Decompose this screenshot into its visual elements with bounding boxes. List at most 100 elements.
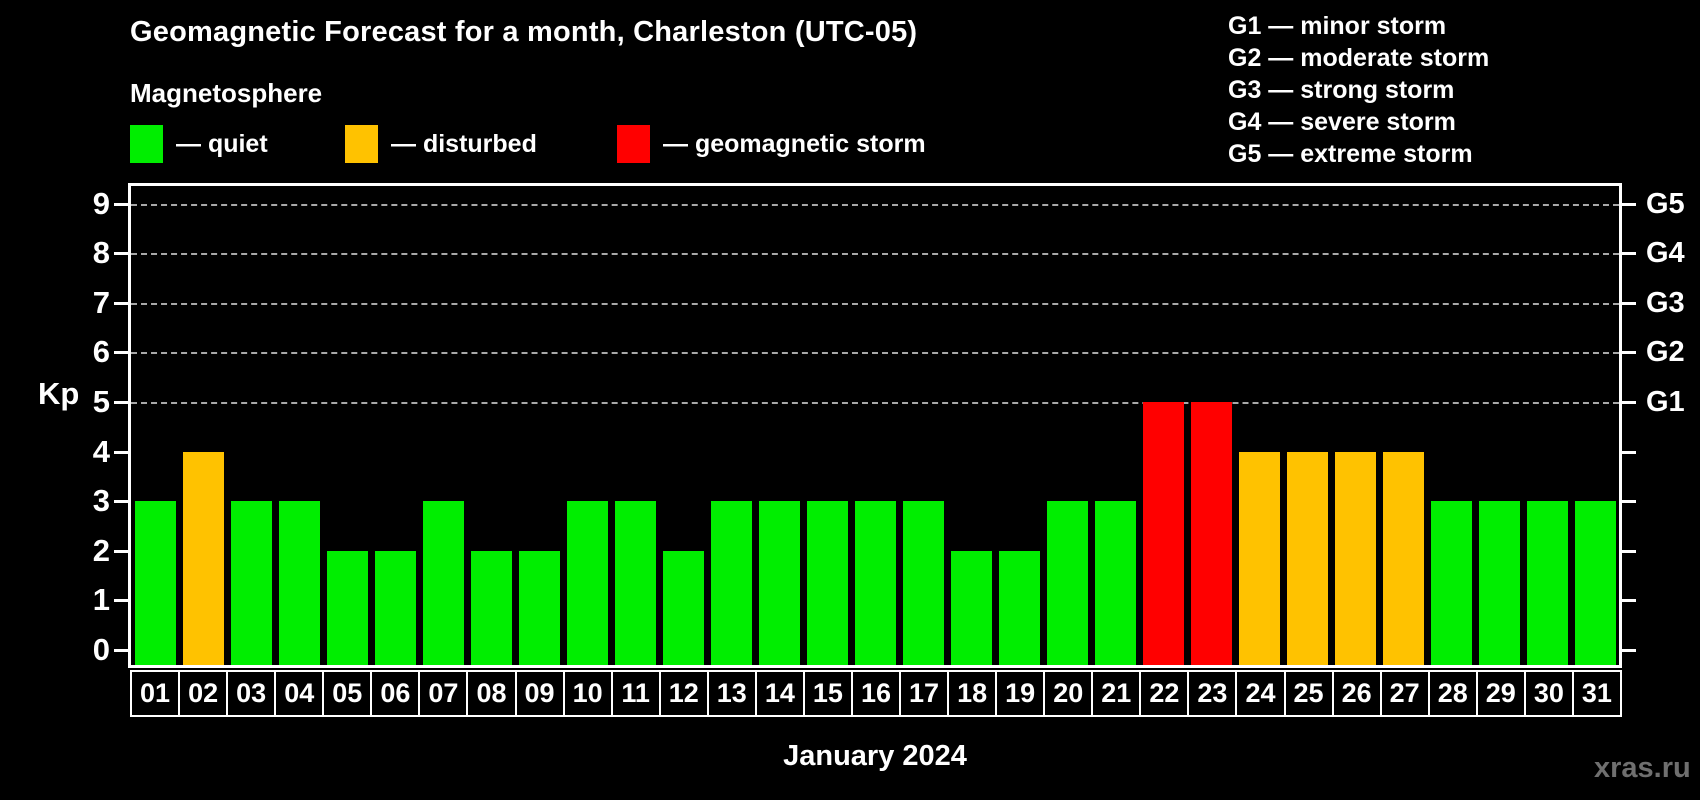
day-label-09: 09: [514, 670, 565, 717]
left-axis-tick-7: [114, 301, 128, 305]
legend-label-quiet: — quiet: [176, 129, 268, 158]
kp-bar-day-07: [422, 501, 464, 665]
left-axis-tick-5: [114, 401, 128, 404]
right-axis-label-g4: G4: [1646, 237, 1685, 270]
kp-bar-day-02: [182, 451, 224, 665]
kp-bar-day-11: [614, 501, 656, 665]
legend-item-quiet: — quiet: [130, 123, 268, 165]
day-label-06: 06: [370, 670, 421, 717]
y-axis-tick-label-6: 6: [92, 334, 110, 370]
right-axis-tick-5: [1622, 401, 1636, 404]
kp-bar-day-25: [1286, 451, 1328, 665]
day-label-03: 03: [226, 670, 277, 717]
gridline-g3: [131, 302, 1619, 305]
kp-bar-day-24: [1238, 451, 1280, 665]
kp-bar-day-31: [1574, 501, 1616, 665]
kp-bar-day-21: [1094, 501, 1136, 665]
day-label-05: 05: [322, 670, 373, 717]
day-label-12: 12: [658, 670, 709, 717]
kp-bar-day-12: [662, 550, 704, 665]
g4-legend-line: G4 — severe storm: [1228, 108, 1456, 136]
kp-bar-day-13: [710, 501, 752, 665]
g3-legend-line: G3 — strong storm: [1228, 76, 1455, 104]
right-axis-label-g5: G5: [1646, 187, 1685, 220]
right-axis-tick-0: [1622, 649, 1636, 652]
day-label-25: 25: [1283, 670, 1334, 717]
day-label-13: 13: [706, 670, 757, 717]
kp-bar-day-03: [230, 501, 272, 665]
right-axis-tick-3: [1622, 500, 1636, 504]
y-axis-tick-label-2: 2: [92, 532, 110, 568]
right-axis-tick-4: [1622, 450, 1636, 454]
storm-color-swatch: [617, 125, 650, 163]
storm-scale-legend: G1 — minor storm G2 — moderate storm G3 …: [1228, 10, 1489, 170]
left-axis-tick-3: [114, 500, 128, 504]
day-label-24: 24: [1235, 670, 1286, 717]
gridline-g4: [131, 253, 1619, 256]
left-axis-tick-6: [114, 351, 128, 355]
kp-bar-day-22: [1142, 402, 1184, 665]
g2-legend-line: G2 — moderate storm: [1228, 44, 1490, 72]
kp-bar-day-06: [374, 550, 416, 665]
day-label-04: 04: [274, 670, 325, 717]
g5-legend-line: G5 — extreme storm: [1228, 140, 1473, 168]
legend-item-storm: — geomagnetic storm: [617, 123, 926, 165]
g1-legend-line: G1 — minor storm: [1228, 12, 1447, 40]
y-axis-tick-label-9: 9: [92, 185, 110, 221]
quiet-color-swatch: [130, 125, 163, 163]
kp-bar-day-05: [326, 550, 368, 665]
kp-bar-day-15: [806, 501, 848, 665]
left-axis-tick-0: [114, 649, 128, 652]
y-axis-tick-label-4: 4: [92, 433, 110, 469]
kp-bar-day-26: [1334, 451, 1376, 665]
right-axis-tick-2: [1622, 549, 1636, 553]
right-axis-tick-6: [1622, 351, 1636, 355]
right-axis-tick-9: [1622, 202, 1636, 206]
legend-label-storm: — geomagnetic storm: [663, 129, 926, 158]
day-label-11: 11: [610, 670, 661, 717]
y-axis-tick-label-1: 1: [92, 582, 110, 618]
kp-bar-day-08: [470, 550, 512, 665]
day-label-15: 15: [802, 670, 853, 717]
gridline-g1: [131, 402, 1619, 404]
day-label-28: 28: [1427, 670, 1478, 717]
left-axis-tick-1: [114, 599, 128, 603]
kp-bar-day-14: [758, 501, 800, 665]
left-axis-tick-8: [114, 252, 128, 256]
kp-bar-day-16: [854, 501, 896, 665]
kp-bar-day-27: [1382, 451, 1424, 665]
y-axis-tick-label-5: 5: [92, 384, 110, 419]
kp-bar-day-09: [518, 550, 560, 665]
gridline-g2: [131, 352, 1619, 355]
kp-bar-day-29: [1478, 501, 1520, 665]
day-label-31: 31: [1571, 670, 1622, 717]
right-axis-label-g3: G3: [1646, 286, 1685, 319]
y-axis-tick-label-0: 0: [92, 632, 110, 667]
day-label-02: 02: [178, 670, 229, 717]
kp-bar-day-30: [1526, 501, 1568, 665]
watermark: xras.ru: [1594, 752, 1691, 784]
day-label-07: 07: [418, 670, 469, 717]
day-label-22: 22: [1139, 670, 1190, 717]
legend-item-disturbed: — disturbed: [345, 123, 537, 165]
day-label-10: 10: [562, 670, 613, 717]
kp-bar-day-28: [1430, 501, 1472, 665]
day-label-27: 27: [1379, 670, 1430, 717]
day-label-30: 30: [1523, 670, 1574, 717]
day-label-18: 18: [947, 670, 998, 717]
left-axis-tick-4: [114, 450, 128, 454]
kp-bar-day-17: [902, 501, 944, 665]
legend-label-disturbed: — disturbed: [391, 129, 537, 158]
right-axis-tick-1: [1622, 599, 1636, 603]
disturbed-color-swatch: [345, 125, 378, 163]
kp-bar-day-23: [1190, 402, 1232, 665]
kp-bar-day-18: [950, 550, 992, 665]
left-axis-tick-2: [114, 549, 128, 553]
x-axis-day-labels: 01 02 03 04 05 06 07 08 09 10 11 12 13 14 15 16 17 18 19 20…: [130, 670, 1622, 717]
right-axis-label-g1: G1: [1646, 386, 1685, 418]
y-axis-tick-label-8: 8: [92, 235, 110, 271]
day-label-01: 01: [130, 670, 181, 717]
day-label-17: 17: [899, 670, 950, 717]
right-axis-label-g2: G2: [1646, 336, 1685, 369]
day-label-16: 16: [850, 670, 901, 717]
